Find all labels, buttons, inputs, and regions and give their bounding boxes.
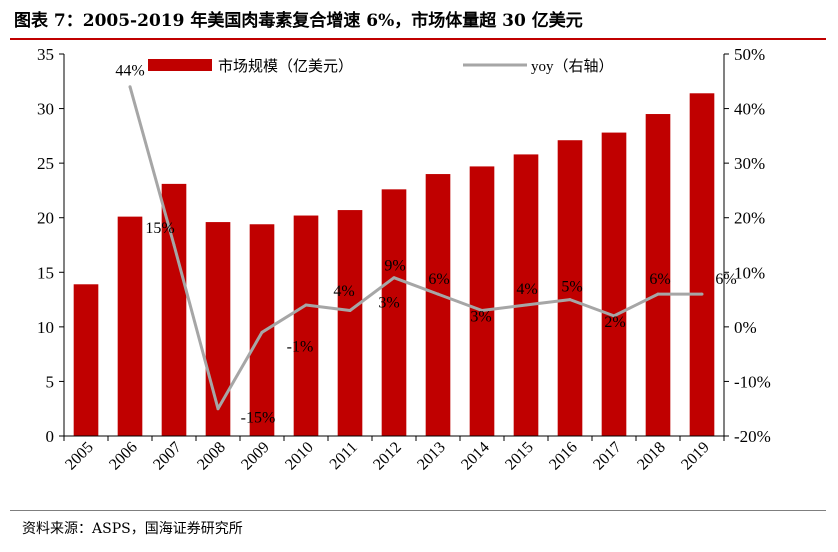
x-tick-label: 2011 [327, 439, 361, 473]
x-tick-label: 2007 [150, 439, 185, 474]
bar-2009 [249, 224, 275, 436]
yoy-point-2013 [436, 292, 440, 296]
bar-2010 [293, 215, 319, 436]
source-divider [10, 510, 826, 511]
yoy-label-2013: 6% [428, 271, 449, 288]
bar-2005 [73, 284, 99, 436]
y-right-tick-label: 50% [734, 45, 765, 64]
yoy-point-2014 [480, 308, 484, 312]
y-left-tick-label: 30 [37, 100, 54, 119]
yoy-point-2017 [612, 314, 616, 318]
y-right-tick-label: 40% [734, 100, 765, 119]
y-left-tick-label: 15 [37, 263, 54, 282]
yoy-label-2011: 3% [378, 294, 399, 311]
yoy-point-2012 [392, 276, 396, 280]
bar-2006 [117, 216, 143, 436]
x-tick-label: 2017 [590, 439, 625, 474]
bar-2013 [425, 174, 451, 437]
legend-bar-swatch [148, 59, 212, 71]
y-right-tick-label: 10% [734, 263, 765, 282]
x-tick-label: 2018 [634, 439, 669, 474]
y-right-tick-label: 0% [734, 318, 757, 337]
y-right-tick-label: 20% [734, 209, 765, 228]
yoy-point-2007 [172, 243, 176, 247]
legend-bar-label: 市场规模（亿美元） [218, 58, 353, 75]
y-right-tick-label: -20% [734, 427, 771, 446]
bar-2019 [689, 93, 715, 436]
legend: 市场规模（亿美元） yoy（右轴） [148, 58, 614, 75]
yoy-line [128, 86, 702, 411]
x-tick-label: 2013 [414, 439, 449, 474]
x-tick-label: 2014 [458, 439, 493, 474]
yoy-label-2015: 4% [516, 281, 537, 298]
x-tick-label: 2016 [546, 439, 581, 474]
page-title: 图表 7：2005-2019 年美国肉毒素复合增速 6%，市场体量超 30 亿美… [14, 11, 583, 31]
yoy-label-2008: -15% [241, 410, 276, 427]
x-tick-label: 2006 [106, 439, 141, 474]
yoy-label-2009: -1% [287, 338, 314, 355]
y-left-tick-label: 35 [37, 45, 54, 64]
bar-2007 [161, 183, 187, 436]
yoy-label-2010: 4% [333, 283, 354, 300]
y-left-tick-label: 10 [37, 318, 54, 337]
yoy-point-2016 [568, 298, 572, 302]
yoy-label-2007: 15% [145, 220, 174, 237]
bar-2015 [513, 154, 539, 436]
yoy-label-2019: 6% [715, 271, 736, 288]
y-left-tick-label: 0 [46, 427, 55, 446]
bar-2008 [205, 222, 231, 436]
yoy-label-2006: 44% [115, 63, 144, 80]
x-tick-label: 2008 [194, 439, 229, 474]
x-tick-label: 2009 [238, 439, 273, 474]
yoy-point-2009 [260, 330, 264, 334]
x-tick-label: 2012 [370, 439, 405, 474]
yoy-label-2016: 5% [561, 279, 582, 296]
yoy-point-2018 [656, 292, 660, 296]
y-left-tick-label: 5 [46, 372, 55, 391]
x-tick-label: 2015 [502, 439, 537, 474]
bar-2017 [601, 132, 627, 436]
yoy-point-2011 [348, 308, 352, 312]
title-divider [10, 38, 826, 40]
yoy-point-2015 [524, 303, 528, 307]
yoy-label-2018: 6% [649, 271, 670, 288]
bar-2014 [469, 166, 495, 436]
bar-2018 [645, 114, 671, 437]
y-right-tick-label: -10% [734, 372, 771, 391]
yoy-label-2014: 3% [470, 308, 491, 325]
bar-2011 [337, 210, 363, 436]
x-tick-label: 2019 [678, 439, 713, 474]
yoy-point-2006 [128, 85, 132, 89]
yoy-label-2017: 2% [604, 314, 625, 331]
bars-layer [73, 93, 715, 437]
x-tick-label: 2005 [62, 439, 97, 474]
y-left-tick-label: 20 [37, 209, 54, 228]
legend-line-label: yoy（右轴） [531, 58, 614, 75]
yoy-point-2010 [304, 303, 308, 307]
bar-2016 [557, 140, 583, 437]
bar-2012 [381, 189, 407, 436]
y-left-tick-label: 25 [37, 154, 54, 173]
yoy-label-2012: 9% [384, 258, 405, 275]
yoy-line-layer [128, 85, 704, 411]
yoy-point-2008 [216, 407, 220, 411]
source-note: 资料来源：ASPS，国海证券研究所 [22, 521, 243, 537]
y-right-tick-label: 30% [734, 154, 765, 173]
x-tick-label: 2010 [282, 439, 317, 474]
data-labels-layer: 44% 15% -15% -1% 4% 3% 9% 6% 3% 4% 5% 2% 6% 6% [115, 63, 736, 427]
yoy-point-2019 [700, 292, 704, 296]
